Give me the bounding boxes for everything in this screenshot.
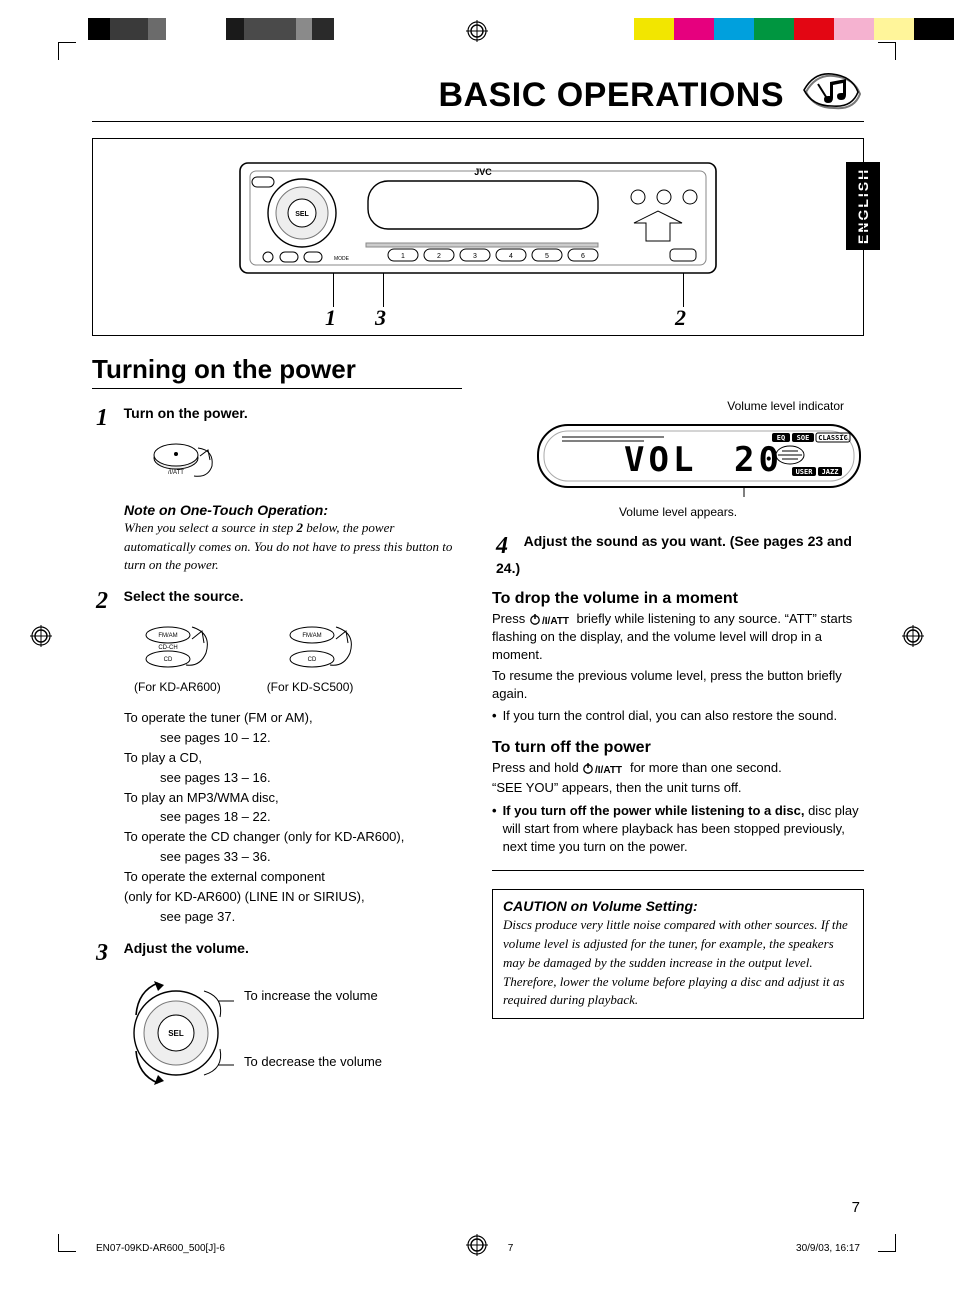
display-caption: Volume level appears. bbox=[492, 505, 864, 519]
increase-volume-label: To increase the volume bbox=[244, 987, 382, 1005]
volume-knob-icon: SEL bbox=[124, 973, 234, 1093]
svg-text:/I/ATT: /I/ATT bbox=[168, 470, 184, 476]
drop-volume-text-2: To resume the previous volume level, pre… bbox=[492, 667, 864, 703]
svg-text:1: 1 bbox=[401, 253, 405, 260]
turn-off-bullet: If you turn off the power while listenin… bbox=[503, 802, 864, 857]
registration-mark-icon bbox=[466, 20, 488, 42]
source-button-b-icon: FM/AM CD bbox=[286, 623, 360, 675]
power-button-icon: /I/ATT bbox=[150, 442, 222, 486]
turn-off-heading: To turn off the power bbox=[492, 739, 864, 757]
svg-text:JAZZ: JAZZ bbox=[822, 468, 839, 476]
svg-text:/I/ATT: /I/ATT bbox=[595, 765, 622, 775]
registration-mark-icon bbox=[30, 625, 52, 647]
section-title: Turning on the power bbox=[92, 354, 462, 389]
drop-volume-text: Press /I/ATT briefly while listening to … bbox=[492, 610, 864, 665]
source-button-a-icon: FM/AM CD-CH CD bbox=[142, 623, 216, 675]
page-content: BASIC OPERATIONS ENGLISH SEL MODE JVC bbox=[92, 76, 864, 1216]
turn-off-text: Press and hold /I/ATT for more than one … bbox=[492, 759, 864, 777]
indicator-label: Volume level indicator bbox=[492, 399, 864, 413]
device-illustration: SEL MODE JVC 1 2 3 4 5 6 1 3 bbox=[92, 138, 864, 336]
ref-subline: see pages 13 – 16. bbox=[124, 769, 464, 788]
svg-text:FM/AM: FM/AM bbox=[302, 633, 321, 639]
step-4-heading: Adjust the sound as you want. (See pages… bbox=[496, 533, 852, 576]
ref-line: To operate the external component bbox=[124, 868, 464, 887]
decrease-volume-label: To decrease the volume bbox=[244, 1053, 382, 1071]
step-3-heading: Adjust the volume. bbox=[124, 940, 249, 956]
model-label-b: (For KD-SC500) bbox=[267, 679, 354, 695]
svg-text:/I/ATT: /I/ATT bbox=[542, 616, 569, 626]
footer-meta: EN07-09KD-AR600_500[J]-6 7 30/9/03, 16:1… bbox=[92, 1243, 864, 1254]
note-heading: Note on One-Touch Operation: bbox=[124, 501, 464, 520]
footer-date: 30/9/03, 16:17 bbox=[796, 1243, 860, 1254]
svg-text:CD: CD bbox=[164, 657, 173, 663]
step-number-1: 1 bbox=[96, 405, 120, 432]
svg-text:CD-CH: CD-CH bbox=[158, 645, 177, 651]
page-title: BASIC OPERATIONS bbox=[92, 76, 864, 122]
svg-text:CLASSIC: CLASSIC bbox=[818, 434, 848, 442]
ref-line: To operate the CD changer (only for KD-A… bbox=[124, 828, 464, 847]
car-stereo-icon: SEL MODE JVC 1 2 3 4 5 6 bbox=[238, 153, 718, 293]
lcd-display-icon: EQ SOE CLASSIC USER JAZZ VOL 20 bbox=[534, 419, 864, 499]
step-number-3: 3 bbox=[96, 940, 120, 967]
svg-text:SEL: SEL bbox=[295, 211, 309, 218]
drop-volume-heading: To drop the volume in a moment bbox=[492, 590, 864, 608]
callout-2: 2 bbox=[675, 305, 686, 331]
svg-text:20: 20 bbox=[734, 440, 783, 480]
ref-subline: see pages 33 – 36. bbox=[124, 848, 464, 867]
step-1-heading: Turn on the power. bbox=[124, 405, 248, 421]
ref-line: To play an MP3/WMA disc, bbox=[124, 789, 464, 808]
svg-text:5: 5 bbox=[545, 253, 549, 260]
ref-line: To operate the tuner (FM or AM), bbox=[124, 709, 464, 728]
note-body: When you select a source in step 2 below… bbox=[124, 519, 464, 574]
svg-text:FM/AM: FM/AM bbox=[158, 633, 177, 639]
svg-text:SEL: SEL bbox=[168, 1029, 184, 1038]
svg-text:MODE: MODE bbox=[334, 256, 350, 262]
music-note-icon bbox=[802, 70, 864, 112]
svg-text:JVC: JVC bbox=[474, 167, 492, 177]
ref-subline: see pages 10 – 12. bbox=[124, 729, 464, 748]
model-label-a: (For KD-AR600) bbox=[134, 679, 221, 695]
svg-text:USER: USER bbox=[796, 468, 814, 476]
caution-body: Discs produce very little noise compared… bbox=[503, 916, 853, 1010]
step-number-4: 4 bbox=[496, 533, 520, 560]
crop-mark bbox=[58, 1234, 76, 1252]
svg-text:2: 2 bbox=[437, 253, 441, 260]
left-column: 1 Turn on the power. /I/ATT Note on One-… bbox=[92, 391, 464, 1093]
ref-line: To play a CD, bbox=[124, 749, 464, 768]
step-number-2: 2 bbox=[96, 588, 120, 615]
footer-page: 7 bbox=[508, 1243, 514, 1254]
power-att-icon: /I/ATT bbox=[529, 613, 573, 626]
page-number: 7 bbox=[852, 1199, 860, 1216]
caution-box: CAUTION on Volume Setting: Discs produce… bbox=[492, 889, 864, 1019]
right-column: Volume level indicator EQ SOE CLASSIC US… bbox=[492, 391, 864, 1093]
svg-text:VOL: VOL bbox=[624, 440, 697, 480]
drop-volume-bullet: If you turn the control dial, you can al… bbox=[503, 707, 838, 725]
crop-mark bbox=[878, 42, 896, 60]
svg-text:CD: CD bbox=[308, 657, 317, 663]
svg-text:3: 3 bbox=[473, 253, 477, 260]
svg-text:SOE: SOE bbox=[797, 434, 810, 442]
ref-subline: see page 37. bbox=[124, 908, 464, 927]
caution-heading: CAUTION on Volume Setting: bbox=[503, 898, 853, 914]
divider bbox=[492, 870, 864, 871]
footer-jobid: EN07-09KD-AR600_500[J]-6 bbox=[96, 1243, 225, 1254]
svg-text:6: 6 bbox=[581, 253, 585, 260]
crop-mark bbox=[58, 42, 76, 60]
ref-line: (only for KD-AR600) (LINE IN or SIRIUS), bbox=[124, 888, 464, 907]
crop-mark bbox=[878, 1234, 896, 1252]
ref-subline: see pages 18 – 22. bbox=[124, 808, 464, 827]
callout-3: 3 bbox=[375, 305, 386, 331]
step-2-heading: Select the source. bbox=[124, 588, 244, 604]
turn-off-text-2: “SEE YOU” appears, then the unit turns o… bbox=[492, 779, 864, 797]
callout-1: 1 bbox=[325, 305, 336, 331]
power-att-icon: /I/ATT bbox=[582, 762, 626, 775]
registration-mark-icon bbox=[902, 625, 924, 647]
title-text: BASIC OPERATIONS bbox=[438, 76, 784, 114]
svg-text:4: 4 bbox=[509, 253, 513, 260]
